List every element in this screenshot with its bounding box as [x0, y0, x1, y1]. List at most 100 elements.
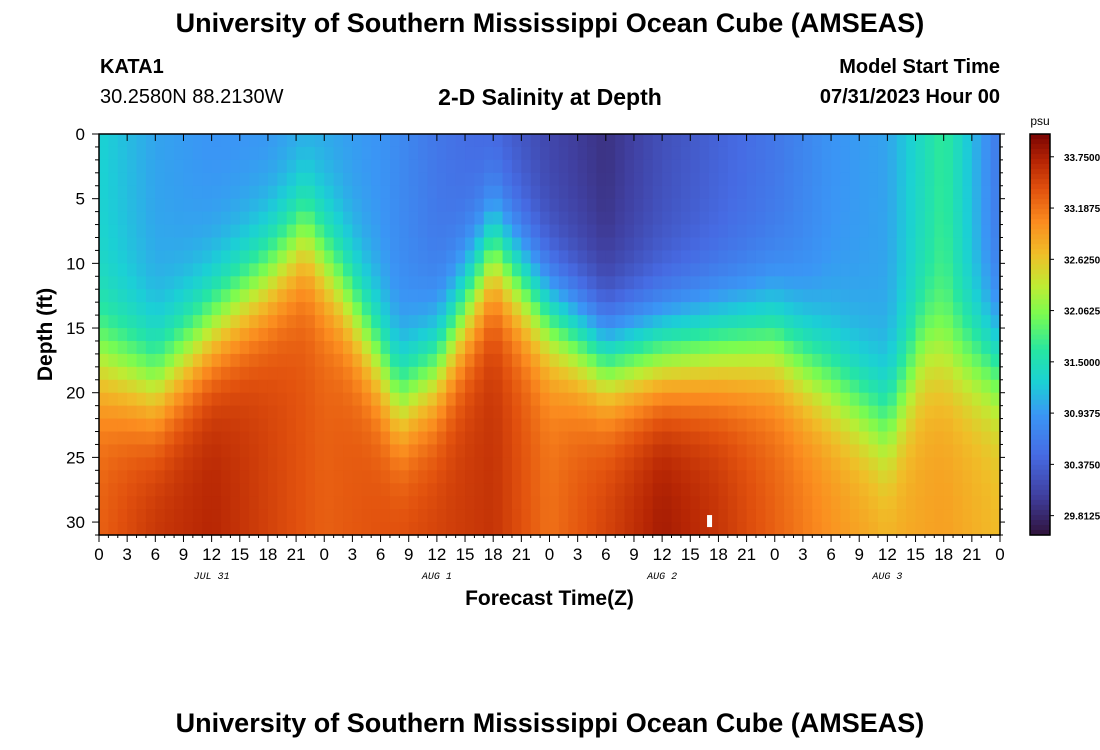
heatmap-cell [465, 328, 476, 342]
heatmap-cell [333, 366, 344, 381]
heatmap-cell [474, 522, 485, 536]
heatmap-cell [755, 328, 766, 342]
heatmap-cell [671, 289, 682, 303]
heatmap-cell [296, 250, 307, 264]
heatmap-cell [502, 379, 513, 394]
heatmap-cell [962, 509, 973, 523]
heatmap-cell [145, 250, 156, 264]
heatmap-cell [483, 392, 494, 407]
heatmap-cell [784, 418, 795, 433]
heatmap-cell [145, 522, 156, 536]
heatmap-cell [502, 134, 513, 148]
heatmap-cell [455, 276, 466, 290]
heatmap-cell [887, 379, 898, 394]
heatmap-cell [493, 185, 504, 200]
heatmap-cell [990, 237, 1001, 252]
heatmap-cell [849, 289, 860, 303]
heatmap-cell [840, 250, 851, 264]
heatmap-cell [436, 211, 447, 226]
heatmap-cell [296, 263, 307, 277]
heatmap-cell [258, 315, 269, 329]
heatmap-cell [971, 250, 982, 264]
heatmap-cell [408, 392, 419, 407]
heatmap-cell [671, 302, 682, 316]
heatmap-cell [296, 185, 307, 200]
heatmap-cell [221, 134, 231, 148]
heatmap-cell [239, 224, 250, 239]
heatmap-cell [896, 470, 907, 484]
heatmap-cell [802, 418, 813, 433]
heatmap-cell [277, 250, 288, 264]
x-tick-label: 21 [737, 545, 756, 564]
heatmap-cell [587, 509, 598, 523]
heatmap-cell [887, 392, 898, 407]
heatmap-cell [202, 353, 213, 368]
heatmap-cell [662, 172, 673, 187]
heatmap-cell [840, 211, 851, 226]
heatmap-cell [474, 457, 485, 471]
heatmap-cell [493, 263, 504, 277]
heatmap-cell [230, 198, 241, 213]
heatmap-cell [718, 509, 729, 523]
heatmap-cell [277, 392, 288, 407]
heatmap-cell [371, 276, 382, 290]
heatmap-cell [802, 302, 813, 316]
heatmap-cell [474, 211, 485, 226]
heatmap-cell [840, 134, 851, 148]
colorbar-segment [1030, 379, 1050, 386]
heatmap-cell [746, 353, 757, 368]
heatmap-cell [267, 431, 278, 446]
heatmap-cell [727, 444, 738, 458]
heatmap-cell [793, 276, 804, 290]
heatmap-cell [455, 470, 466, 484]
heatmap-cell [906, 483, 917, 497]
heatmap-cell [709, 392, 720, 407]
heatmap-cell [127, 198, 138, 213]
colorbar-segment [1030, 419, 1050, 426]
heatmap-cell [718, 431, 729, 446]
heatmap-cell [540, 418, 551, 433]
heatmap-cell [943, 431, 954, 446]
heatmap-cell [643, 146, 654, 161]
heatmap-cell [155, 457, 166, 471]
heatmap-cell [174, 172, 185, 187]
heatmap-cell [699, 328, 710, 342]
heatmap-cell [934, 392, 945, 407]
heatmap-cell [596, 159, 607, 174]
heatmap-cell [943, 366, 954, 381]
heatmap-cell [849, 483, 860, 497]
heatmap-cell [971, 431, 982, 446]
heatmap-cell [821, 392, 832, 407]
heatmap-cell [108, 211, 119, 226]
heatmap-cell [633, 198, 644, 213]
heatmap-cell [690, 250, 701, 264]
heatmap-cell [831, 483, 842, 497]
heatmap-cell [314, 457, 325, 471]
heatmap-cell [267, 353, 278, 368]
heatmap-cell [887, 522, 898, 536]
heatmap-cell [943, 172, 954, 187]
heatmap-cell [127, 224, 138, 239]
heatmap-cell [568, 159, 579, 174]
colorbar-tick-label: 30.9375 [1064, 409, 1100, 420]
heatmap-cell [540, 457, 551, 471]
heatmap-cell [408, 185, 419, 200]
heatmap-cell [849, 263, 860, 277]
heatmap-cell [136, 522, 147, 536]
heatmap-cell [474, 418, 485, 433]
colorbar-segment [1030, 354, 1050, 361]
heatmap-cell [737, 328, 748, 342]
heatmap-cell [249, 340, 260, 355]
heatmap-cell [821, 211, 832, 226]
heatmap-cell [267, 392, 278, 407]
heatmap-cell [446, 496, 457, 510]
heatmap-cell [427, 328, 438, 342]
heatmap-cell [277, 315, 288, 329]
heatmap-cell [108, 328, 119, 342]
heatmap-cell [924, 340, 935, 355]
heatmap-cell [164, 224, 175, 239]
heatmap-cell [361, 431, 372, 446]
heatmap-cell [887, 289, 898, 303]
heatmap-cell [784, 379, 795, 394]
heatmap-cell [877, 302, 888, 316]
